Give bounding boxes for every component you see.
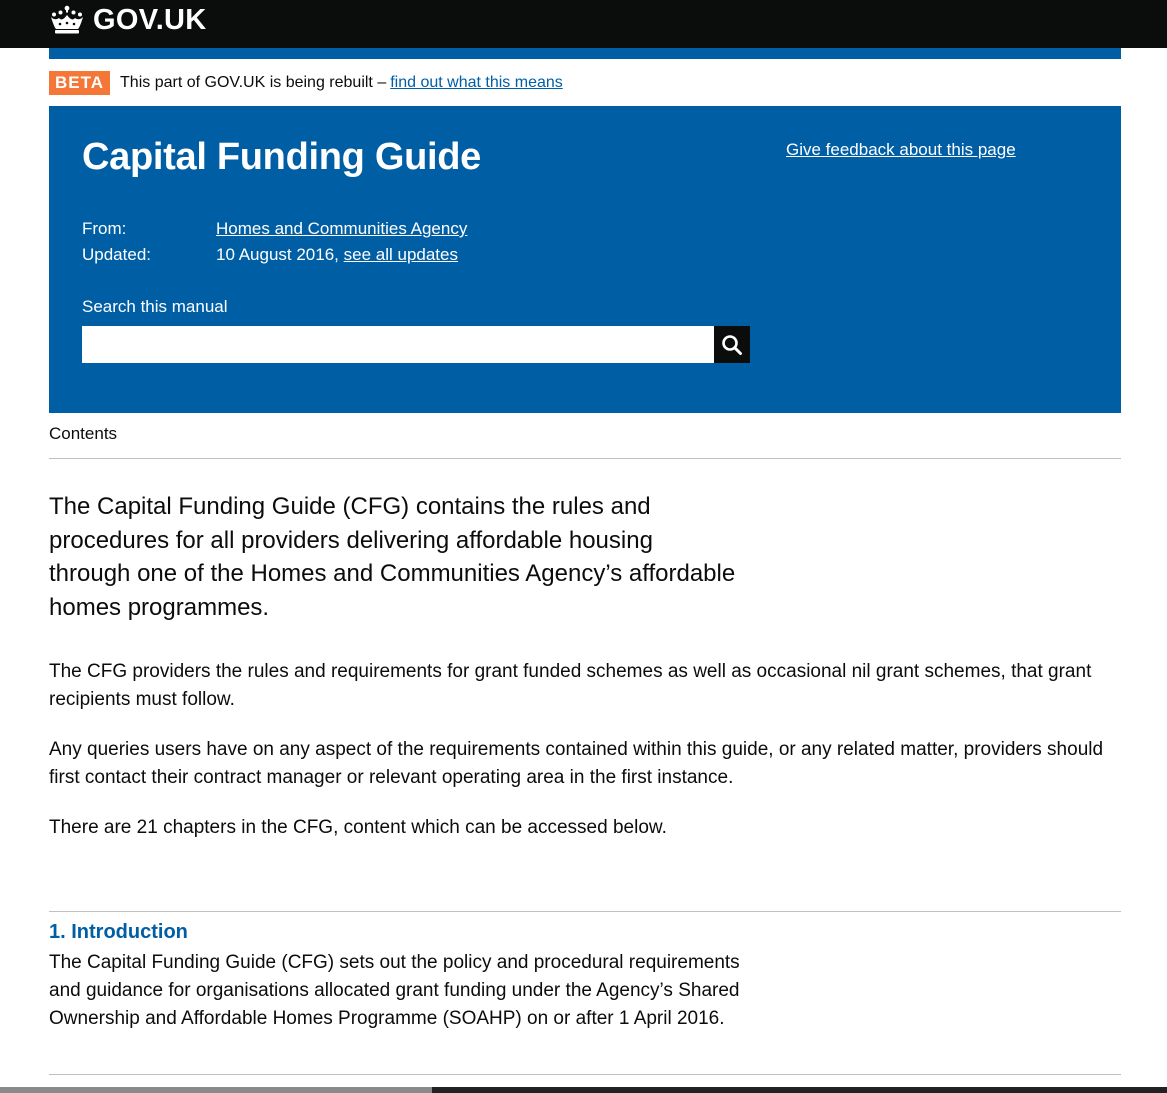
- see-all-updates-link[interactable]: see all updates: [343, 245, 458, 264]
- window-bottom-edge-left: [0, 1087, 432, 1093]
- feedback-link[interactable]: Give feedback about this page: [786, 140, 1016, 159]
- lead-paragraph: The Capital Funding Guide (CFG) contains…: [49, 493, 736, 621]
- divider: [49, 458, 1121, 459]
- contents-heading: Contents: [49, 424, 118, 443]
- govuk-logo-link[interactable]: GOV.UK: [48, 0, 207, 40]
- divider: [49, 911, 1121, 912]
- logo-text: GOV.UK: [93, 3, 207, 36]
- divider: [49, 1074, 1121, 1075]
- phase-banner: BETA This part of GOV.UK is being rebuil…: [49, 70, 563, 96]
- site-header: GOV.UK: [0, 0, 1167, 48]
- body-paragraph: The CFG providers the rules and requirem…: [49, 661, 1092, 710]
- body-paragraph: There are 21 chapters in the CFG, conten…: [49, 817, 667, 838]
- meta-from-label: From:: [82, 219, 127, 238]
- crown-icon: [51, 5, 83, 34]
- organisation-link[interactable]: Homes and Communities Agency: [216, 219, 468, 238]
- body-paragraph: Any queries users have on any aspect of …: [49, 739, 1104, 788]
- phase-banner-text: This part of GOV.UK is being rebuilt –: [120, 74, 387, 91]
- metadata: From: Homes and Communities Agency Updat…: [82, 216, 467, 268]
- chapter-description: The Capital Funding Guide (CFG) sets out…: [49, 952, 740, 1029]
- search-icon: [722, 334, 742, 355]
- meta-from-row: From: Homes and Communities Agency: [82, 216, 467, 242]
- window-bottom-edge: [0, 1087, 1167, 1093]
- header-blue-rule: [49, 48, 1121, 59]
- page-title: Capital Funding Guide: [82, 136, 482, 178]
- updated-date: 10 August 2016,: [216, 245, 339, 264]
- search-button[interactable]: [714, 326, 750, 363]
- manual-header: Capital Funding Guide Give feedback abou…: [49, 106, 1121, 413]
- search-label: Search this manual: [82, 297, 228, 316]
- meta-updated-row: Updated: 10 August 2016, see all updates: [82, 242, 467, 268]
- chapter-link-introduction[interactable]: 1. Introduction: [49, 921, 188, 943]
- search-input[interactable]: [82, 326, 714, 363]
- meta-updated-label: Updated:: [82, 245, 151, 264]
- beta-tag: BETA: [49, 71, 111, 95]
- find-out-more-link[interactable]: find out what this means: [390, 74, 563, 91]
